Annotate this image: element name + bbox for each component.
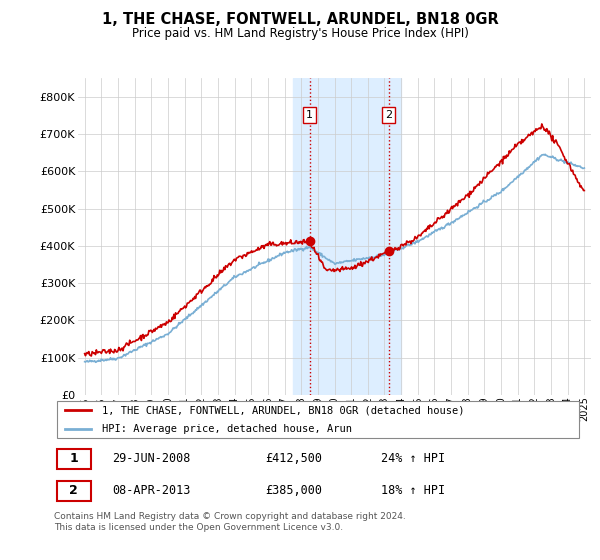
FancyBboxPatch shape xyxy=(56,481,91,501)
Bar xyxy=(293,78,401,395)
Text: £412,500: £412,500 xyxy=(265,452,322,465)
Text: 24% ↑ HPI: 24% ↑ HPI xyxy=(382,452,445,465)
Text: 1, THE CHASE, FONTWELL, ARUNDEL, BN18 0GR: 1, THE CHASE, FONTWELL, ARUNDEL, BN18 0G… xyxy=(101,12,499,27)
Text: HPI: Average price, detached house, Arun: HPI: Average price, detached house, Arun xyxy=(101,424,352,433)
Text: 1, THE CHASE, FONTWELL, ARUNDEL, BN18 0GR (detached house): 1, THE CHASE, FONTWELL, ARUNDEL, BN18 0G… xyxy=(101,405,464,415)
Text: 2: 2 xyxy=(70,484,78,497)
Text: 1: 1 xyxy=(70,452,78,465)
Text: Contains HM Land Registry data © Crown copyright and database right 2024.
This d: Contains HM Land Registry data © Crown c… xyxy=(54,512,406,532)
Text: 08-APR-2013: 08-APR-2013 xyxy=(112,484,190,497)
Text: 2: 2 xyxy=(385,110,392,120)
Text: 29-JUN-2008: 29-JUN-2008 xyxy=(112,452,190,465)
Text: Price paid vs. HM Land Registry's House Price Index (HPI): Price paid vs. HM Land Registry's House … xyxy=(131,27,469,40)
FancyBboxPatch shape xyxy=(56,449,91,469)
Text: 18% ↑ HPI: 18% ↑ HPI xyxy=(382,484,445,497)
FancyBboxPatch shape xyxy=(56,401,580,438)
Text: 1: 1 xyxy=(306,110,313,120)
Text: £385,000: £385,000 xyxy=(265,484,322,497)
